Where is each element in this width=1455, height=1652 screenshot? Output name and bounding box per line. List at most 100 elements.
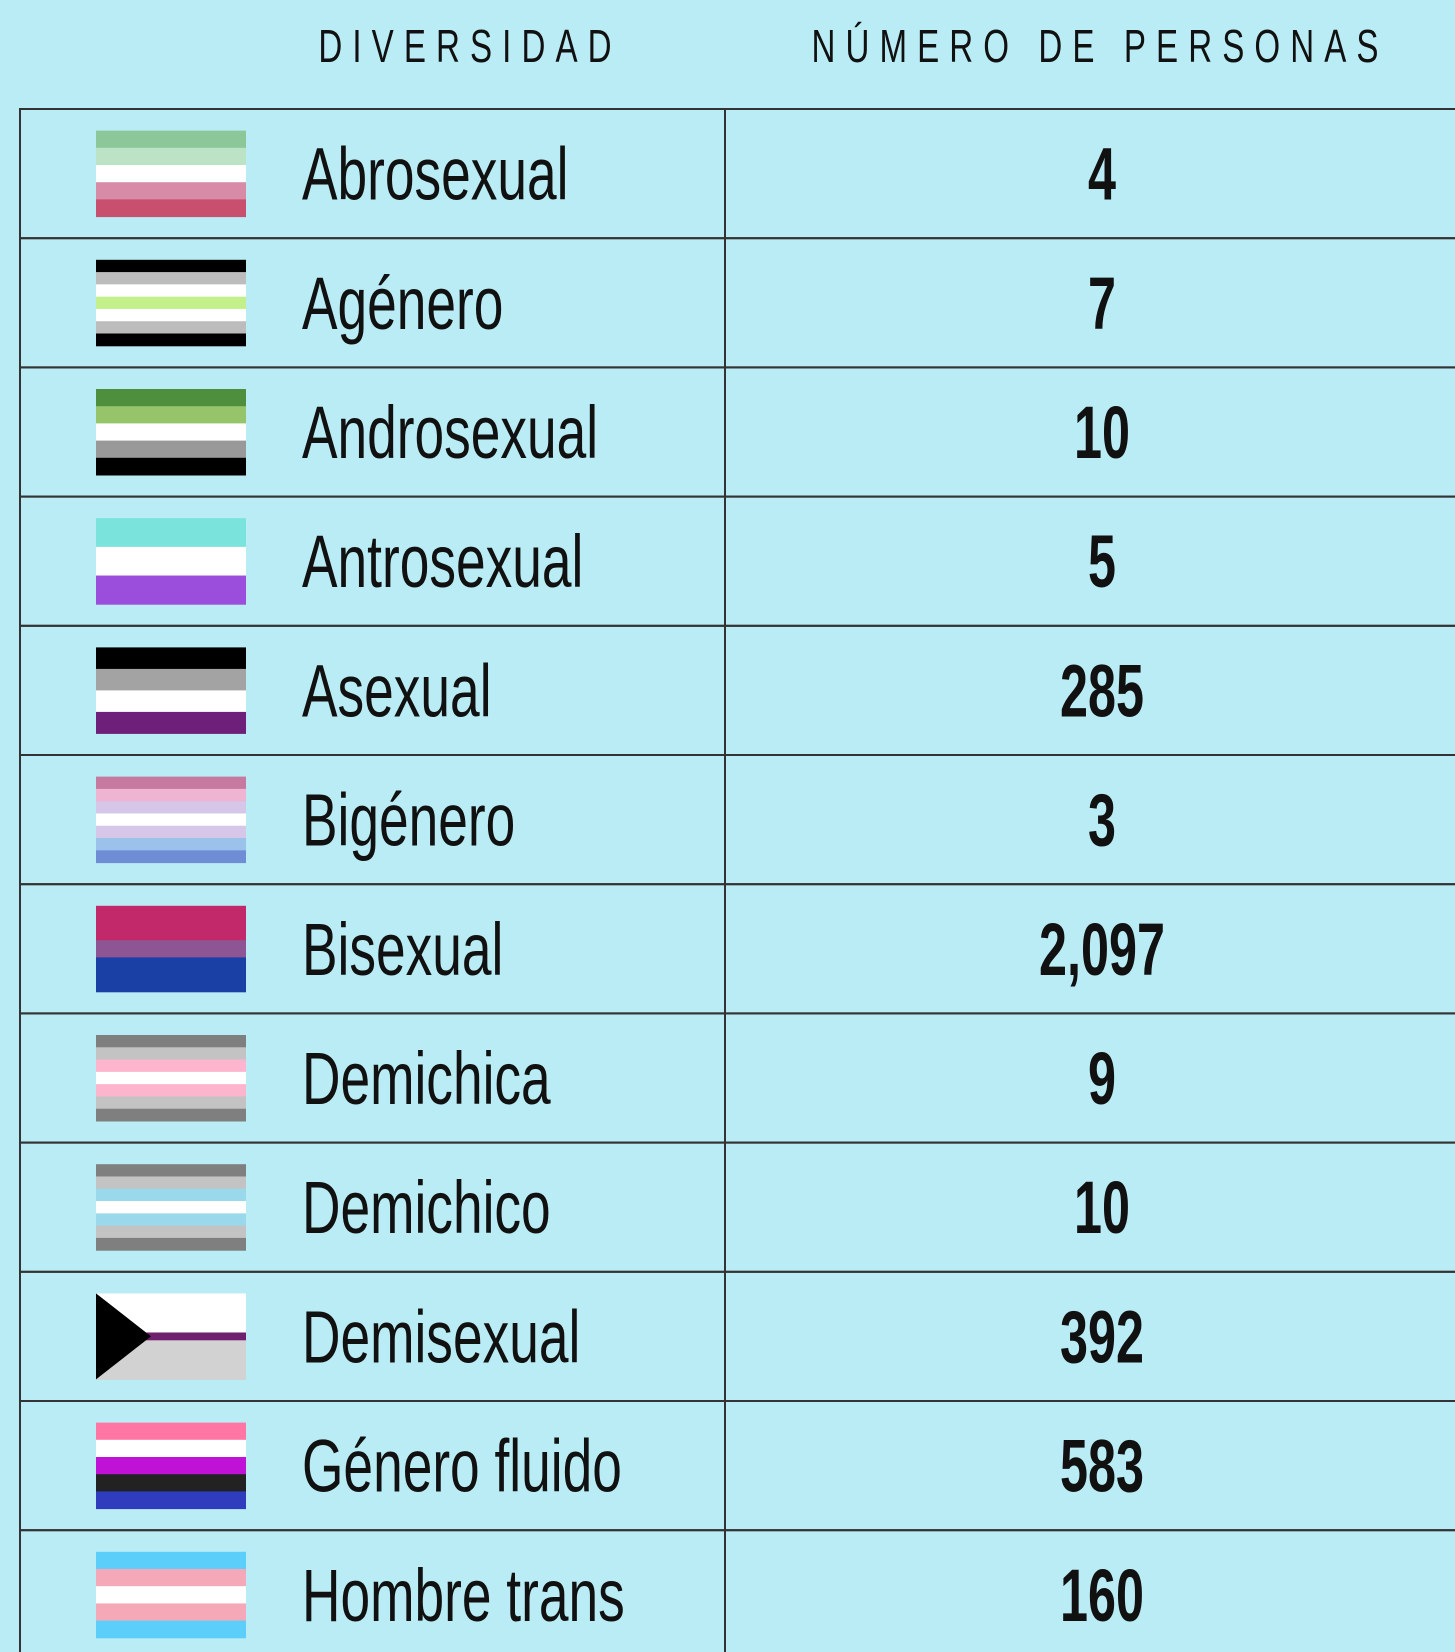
flag-stripe [96,776,246,790]
diversity-name: Demichica [302,1037,551,1120]
flag [96,1035,246,1122]
flag-stripe [96,423,246,442]
name-cell: Asexual [302,650,492,733]
flag-stripe [96,1439,246,1458]
table-row: Asexual 285 [19,624,1455,756]
flag-stripe [96,546,246,577]
flag-stripe [96,690,246,713]
flag-stripe [96,1603,246,1622]
flag-stripe [96,957,246,993]
flag-stripe [96,1176,246,1190]
flag-stripe [96,440,246,459]
diversity-name: Asexual [302,650,492,733]
name-cell: Abrosexual [302,133,569,216]
diversity-name: Agénero [302,262,503,345]
flag-stripe [96,182,246,200]
flag [96,905,246,993]
flag-stripe [96,1071,246,1085]
count-cell: 583 [1060,1426,1144,1508]
flag-stripe [96,905,246,941]
flag-stripe [96,1035,246,1048]
flag-stripe [96,457,246,476]
header-cell: DIVERSIDAD [318,22,621,72]
flag-stripe [96,1474,246,1492]
count-cell: 3 [1088,780,1116,862]
name-cell: Demichica [302,1037,551,1120]
name-cell: Hombre trans [302,1554,625,1637]
flag-stripe [96,1569,246,1587]
person-count: 392 [1060,1297,1144,1379]
name-cell: Androsexual [302,391,598,474]
diversity-name: Antrosexual [302,521,583,604]
flag-stripe [96,711,246,734]
person-count: 160 [1060,1555,1144,1637]
row-cell [19,1529,1455,1652]
flag-stripe [96,406,246,424]
diversity-name: Hombre trans [302,1554,625,1637]
count-cell: 4 [1088,134,1116,216]
flag-stripe [96,1096,246,1110]
flag-stripe [96,147,246,166]
person-count: 2,097 [1039,909,1165,991]
flag-stripe [96,813,246,827]
flag-stripe [96,647,246,670]
name-cell: Bisexual [302,908,503,991]
flag-stripe [96,788,246,802]
flag-stripe [96,1201,246,1214]
flag-stripe [96,1551,246,1570]
person-count: 583 [1060,1426,1144,1508]
flag-stripe [96,321,246,335]
person-count: 9 [1088,1039,1116,1121]
flag [96,776,246,864]
name-cell: Demisexual [302,1296,580,1379]
count-cell: 10 [1074,393,1130,475]
flag [96,389,246,476]
flag-stripe [96,389,246,407]
column-header: DIVERSIDAD [318,22,621,72]
flag-stripe [96,130,246,149]
flag-stripe [96,1332,246,1341]
flag-stripe [96,1620,246,1639]
flag-stripe [96,1422,246,1441]
name-cell: Antrosexual [302,521,583,604]
flag-stripe [96,296,246,310]
flag-stripe [96,1491,246,1510]
flag-stripe [96,850,246,864]
flag [96,1422,246,1510]
diversity-name: Demisexual [302,1296,580,1379]
person-count: 10 [1074,393,1130,475]
count-cell: 10 [1074,1168,1130,1250]
flag-stripe [96,284,246,298]
table-row: Hombre trans 160 [19,1529,1455,1652]
flag-stripe [96,575,246,605]
flag-stripe [96,199,246,218]
table-row: Abrosexual 4 [19,108,1455,240]
person-count: 10 [1074,1168,1130,1250]
flag-triangle [96,1293,151,1380]
count-cell: 285 [1060,651,1144,733]
diversity-name: Bisexual [302,908,503,991]
flag-stripe [96,1108,246,1122]
header-cell: NÚMERO DE PERSONAS [811,21,1378,73]
table-row: Androsexual 10 [19,366,1455,498]
count-cell: 5 [1088,522,1116,604]
flag-stripe [96,165,246,183]
flag-stripe [96,1237,246,1251]
count-cell: 7 [1088,263,1116,345]
count-cell: 9 [1088,1039,1116,1121]
flag-stripe [96,1164,246,1177]
table-row: Bisexual 2,097 [19,883,1455,1015]
flag-stripe [96,940,246,958]
person-count: 4 [1088,134,1116,216]
flag [96,259,246,347]
flag-stripe [96,1586,246,1604]
diversity-name: Demichico [302,1167,551,1250]
count-cell: 392 [1060,1297,1144,1379]
table-row: Demisexual 392 [19,1270,1455,1403]
flag-stripe [96,308,246,322]
flag-stripe [96,1047,246,1061]
diversity-name: Abrosexual [302,133,569,216]
name-cell: Agénero [302,262,503,345]
person-count: 3 [1088,780,1116,862]
